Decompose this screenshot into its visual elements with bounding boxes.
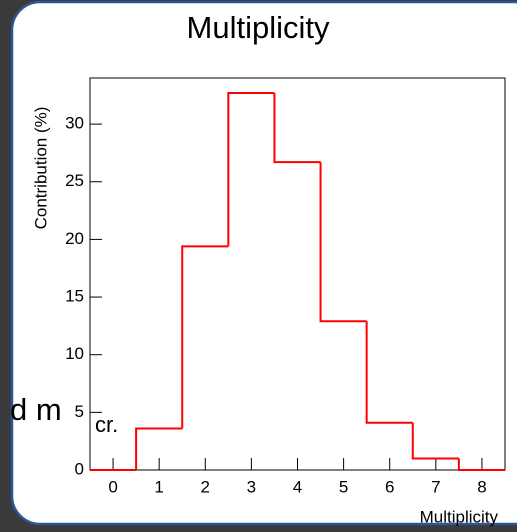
- y-tick-label: 30: [65, 114, 84, 133]
- y-tick-label: 15: [65, 287, 84, 306]
- histogram-bin: [181, 245, 229, 429]
- x-tick-label: 6: [385, 477, 394, 496]
- x-tick-label: 5: [339, 477, 348, 496]
- histogram-bin: [457, 458, 505, 471]
- y-tick-label: 5: [75, 402, 84, 421]
- y-tick-label: 25: [65, 171, 84, 190]
- x-tick-label: 1: [154, 477, 163, 496]
- histogram-bin: [227, 91, 275, 247]
- x-tick-label: 4: [293, 477, 302, 496]
- y-axis-label: Contribution (%): [31, 107, 50, 230]
- x-axis-label: Multiplicity: [420, 507, 499, 526]
- y-tick-label: 20: [65, 229, 84, 248]
- histogram-bin: [319, 162, 367, 323]
- panel: [10, 0, 517, 526]
- x-tick-label: 2: [201, 477, 210, 496]
- histogram-bin: [365, 321, 413, 424]
- x-tick-label: 0: [108, 477, 117, 496]
- histogram-bin: [135, 427, 183, 470]
- histogram-bin: [273, 92, 321, 164]
- x-tick-label: 8: [477, 477, 486, 496]
- annotation-subscript: cr.: [95, 412, 118, 437]
- chart-title: Multiplicity: [187, 10, 330, 45]
- y-tick-label: 0: [75, 459, 84, 478]
- x-tick-label: 3: [247, 477, 256, 496]
- x-tick-label: 7: [431, 477, 440, 496]
- y-tick-label: 10: [65, 344, 84, 363]
- annotation: d m: [10, 392, 62, 427]
- histogram-bin: [411, 422, 459, 460]
